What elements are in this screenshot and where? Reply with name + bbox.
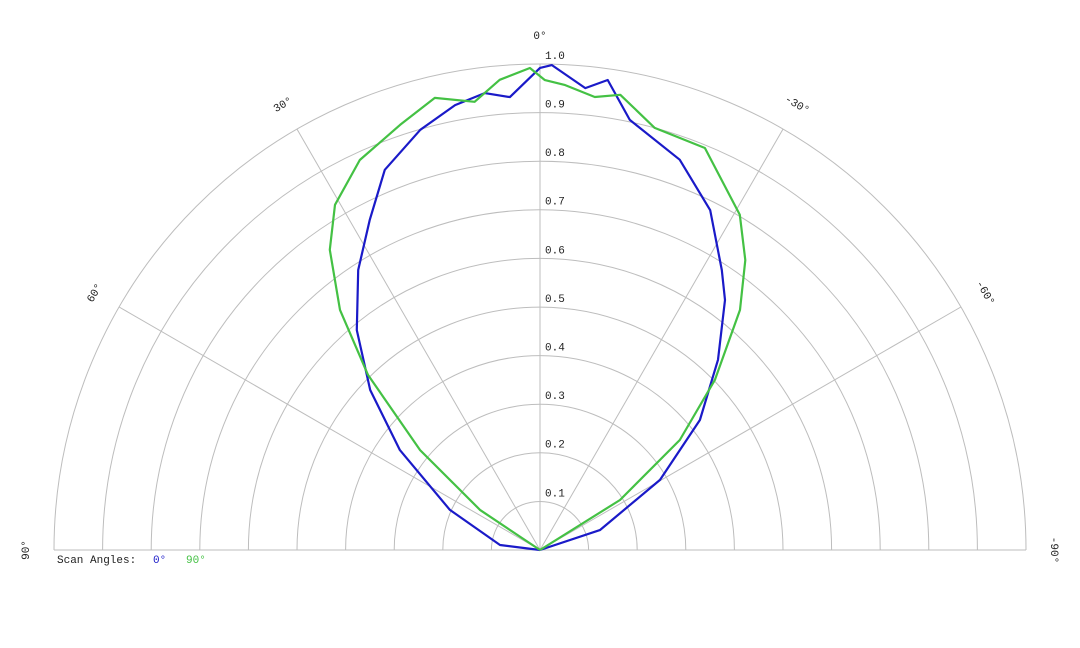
theta-tick-label: -30° bbox=[782, 94, 811, 118]
r-tick-label: 0.1 bbox=[545, 488, 565, 500]
r-tick-label: 0.2 bbox=[545, 440, 565, 452]
grid-spoke bbox=[539, 306, 962, 551]
r-tick-label: 0.4 bbox=[545, 343, 565, 355]
r-tick-label: 0.6 bbox=[545, 245, 565, 257]
r-tick-label: 1.0 bbox=[545, 51, 565, 63]
r-tick-label: 0.9 bbox=[545, 100, 565, 112]
theta-tick-label: -90° bbox=[1047, 537, 1059, 563]
grid-spoke bbox=[118, 306, 541, 551]
legend-entry: 90° bbox=[186, 555, 206, 567]
r-tick-label: 0.3 bbox=[545, 391, 565, 403]
legend-entry: 0° bbox=[153, 555, 166, 567]
theta-tick-label: -60° bbox=[973, 279, 997, 308]
theta-tick-label: 90° bbox=[21, 540, 33, 560]
theta-tick-label: 30° bbox=[272, 95, 295, 115]
theta-tick-label: 60° bbox=[85, 282, 105, 305]
theta-tick-label: 0° bbox=[533, 31, 546, 43]
legend-title: Scan Angles: bbox=[57, 555, 136, 567]
grid-spoke bbox=[539, 128, 784, 551]
r-tick-label: 0.8 bbox=[545, 148, 565, 160]
series-line bbox=[328, 66, 747, 551]
r-tick-label: 0.7 bbox=[545, 197, 565, 209]
grid-spoke bbox=[296, 128, 541, 551]
r-tick-label: 0.5 bbox=[545, 294, 565, 306]
